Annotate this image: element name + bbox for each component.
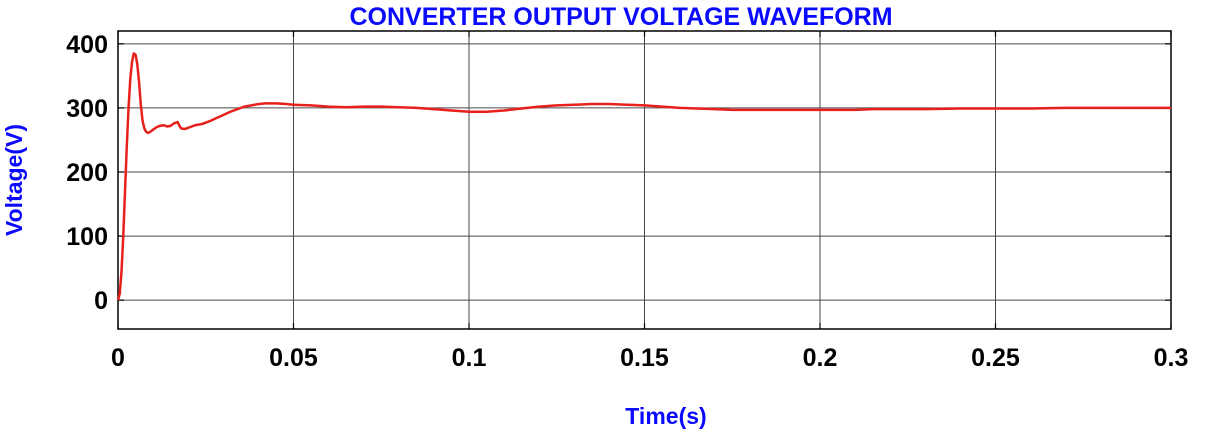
x-tick-label: 0: [111, 344, 125, 372]
chart-title: CONVERTER OUTPUT VOLTAGE WAVEFORM: [349, 3, 892, 31]
series-layer: [116, 52, 1171, 301]
y-tick-label: 400: [66, 31, 108, 59]
y-tick-label: 0: [94, 287, 108, 315]
x-tick-label: 0.1: [452, 344, 487, 372]
tick-layer: [117, 31, 1172, 329]
series-line: [116, 52, 1171, 301]
x-tick-label: 0.2: [803, 344, 838, 372]
x-tick-label: 0.3: [1154, 344, 1189, 372]
x-axis-label: Time(s): [625, 403, 706, 429]
x-tick-label: 0.15: [620, 344, 669, 372]
y-tick-label: 300: [66, 95, 108, 123]
x-tick-labels: 0 0.05 0.1 0.15 0.2 0.25 0.3: [111, 344, 1188, 372]
y-tick-label: 200: [66, 159, 108, 187]
x-tick-label: 0.25: [971, 344, 1020, 372]
y-axis-label: Voltage(V): [1, 124, 27, 236]
y-tick-labels: 0 100 200 300 400: [66, 31, 108, 315]
x-tick-label: 0.05: [269, 344, 318, 372]
y-tick-label: 100: [66, 223, 108, 251]
